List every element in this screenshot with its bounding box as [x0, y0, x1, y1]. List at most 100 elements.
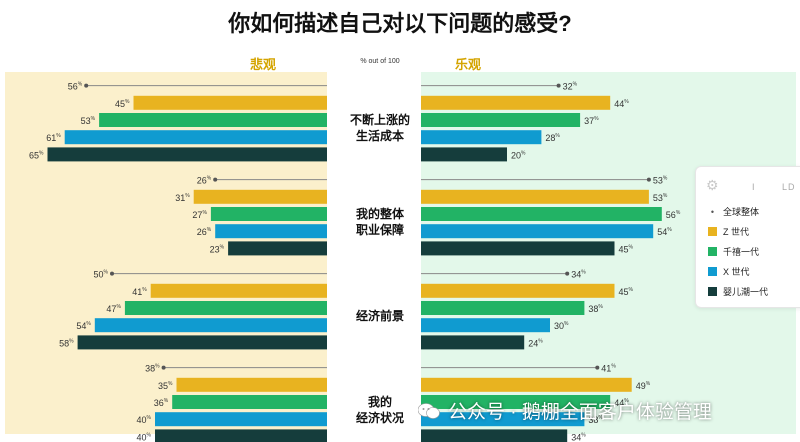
value-label-optimistic: 56% [666, 210, 681, 220]
bar-pessimistic [155, 429, 327, 442]
value-label-optimistic: 28% [545, 133, 560, 143]
legend-marker: • [710, 206, 715, 217]
value-label-pessimistic: 38% [145, 364, 160, 374]
bar-optimistic [421, 283, 615, 298]
value-label-pessimistic: 54% [76, 321, 91, 331]
value-label-optimistic: 20% [511, 150, 526, 160]
global-marker-pessimistic [161, 365, 166, 370]
legend: ⚙ I LD • 全球整体 Z 世代 千禧一代 X 世代 婴儿潮一代 [695, 166, 800, 308]
bar-pessimistic [133, 95, 327, 110]
value-label-pessimistic: 50% [94, 270, 109, 280]
bar-pessimistic [124, 301, 328, 315]
legend-toolbar-divider: I [752, 182, 755, 192]
category-label: 我的整体 职业保障 [335, 206, 425, 238]
bar-optimistic [421, 429, 568, 442]
bar-optimistic [421, 113, 581, 127]
global-marker-optimistic [556, 83, 561, 88]
bar-optimistic [421, 301, 585, 315]
value-label-pessimistic: 23% [210, 244, 225, 254]
value-label-optimistic: 38% [588, 304, 603, 314]
value-label-pessimistic: 26% [197, 176, 212, 186]
bar-pessimistic [94, 318, 327, 333]
bar-optimistic [421, 377, 632, 392]
legend-item: • 全球整体 [708, 205, 759, 218]
bar-optimistic [421, 412, 585, 427]
value-label-optimistic: 24% [528, 338, 543, 348]
bar-pessimistic [150, 283, 327, 298]
bar-optimistic [421, 241, 615, 256]
value-label-pessimistic: 27% [192, 210, 207, 220]
global-marker-pessimistic [84, 83, 89, 88]
value-label-optimistic: 32% [563, 82, 578, 92]
category-label-line: 职业保障 [355, 223, 404, 237]
legend-item: X 世代 [708, 265, 750, 278]
value-label-pessimistic: 41% [132, 287, 147, 297]
bar-pessimistic [64, 130, 327, 145]
category-label-line: 不断上涨的 [349, 113, 410, 127]
value-label-optimistic: 37% [584, 116, 599, 126]
category-label: 经济前景 [335, 308, 425, 324]
value-label-pessimistic: 31% [175, 193, 190, 203]
bar-optimistic [421, 95, 611, 110]
value-label-optimistic: 34% [571, 270, 586, 280]
value-label-pessimistic: 61% [46, 133, 61, 143]
value-label-pessimistic: 56% [68, 82, 83, 92]
value-label-pessimistic: 53% [81, 116, 96, 126]
optimistic-header: 乐观 [455, 57, 482, 72]
legend-swatch [708, 287, 717, 296]
category-label-line: 经济前景 [355, 309, 404, 323]
value-label-pessimistic: 47% [106, 304, 121, 314]
bar-optimistic [421, 207, 662, 221]
value-label-optimistic: 49% [636, 381, 651, 391]
legend-label: X 世代 [723, 267, 750, 277]
value-label-pessimistic: 40% [137, 432, 152, 442]
value-label-optimistic: 45% [619, 244, 634, 254]
gear-icon[interactable]: ⚙ [706, 177, 719, 193]
legend-label: 全球整体 [723, 207, 760, 217]
bar-optimistic [421, 147, 507, 162]
legend-toolbar-text: LD [782, 182, 796, 192]
legend-label: 千禧一代 [723, 247, 760, 257]
bar-optimistic [421, 189, 649, 204]
bar-optimistic [421, 395, 611, 409]
bar-pessimistic [176, 377, 327, 392]
watermark-text: 公众号 · 鹅棚全面客户体验管理 [448, 402, 712, 423]
bar-optimistic [421, 224, 654, 239]
bar-pessimistic [155, 412, 327, 427]
legend-swatch [708, 227, 717, 236]
percent-note: % out of 100 [360, 58, 400, 65]
bar-pessimistic [77, 335, 327, 350]
value-label-optimistic: 41% [601, 364, 616, 374]
value-label-optimistic: 30% [554, 321, 569, 331]
wechat-icon [418, 402, 440, 419]
category-label: 我的 经济状况 [335, 394, 425, 426]
value-label-optimistic: 53% [653, 176, 668, 186]
bar-pessimistic [215, 224, 327, 239]
legend-label: 婴儿潮一代 [723, 287, 769, 297]
category-label-line: 经济状况 [355, 411, 404, 425]
value-label-pessimistic: 45% [115, 99, 130, 109]
value-label-optimistic: 34% [571, 432, 586, 442]
bar-optimistic [421, 130, 542, 145]
legend-swatch [708, 247, 717, 256]
global-marker-optimistic [646, 177, 651, 182]
category-label-line: 我的 [367, 395, 392, 409]
category-label: 不断上涨的 生活成本 [335, 112, 425, 144]
bar-optimistic [421, 335, 525, 350]
category-label-line: 生活成本 [355, 129, 404, 143]
global-marker-optimistic [595, 365, 600, 370]
value-label-optimistic: 54% [657, 227, 672, 237]
global-marker-pessimistic [213, 177, 218, 182]
value-label-pessimistic: 36% [154, 398, 169, 408]
bar-optimistic [421, 318, 550, 333]
value-label-optimistic: 53% [653, 193, 668, 203]
bar-pessimistic [47, 147, 327, 162]
bar-pessimistic [99, 113, 327, 127]
value-label-optimistic: 44% [614, 99, 629, 109]
global-marker-optimistic [565, 271, 570, 276]
value-label-optimistic: 38% [588, 415, 603, 425]
pessimistic-header: 悲观 [250, 57, 277, 72]
value-label-pessimistic: 65% [29, 150, 44, 160]
bar-pessimistic [210, 207, 327, 221]
legend-item: 千禧一代 [708, 245, 759, 258]
